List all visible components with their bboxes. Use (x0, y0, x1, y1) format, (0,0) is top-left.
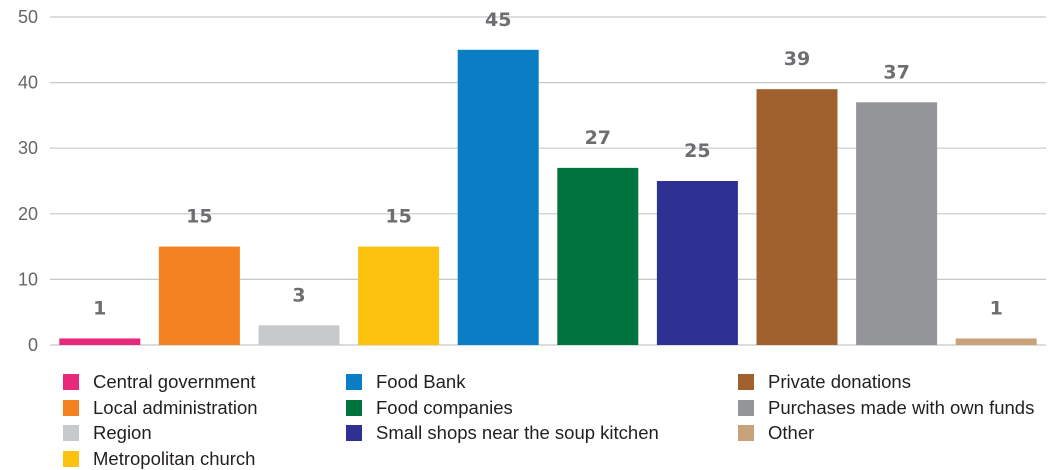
legend-item: Food Bank (346, 371, 465, 393)
legend-swatch (738, 399, 754, 416)
legend-label: Local administration (93, 396, 258, 418)
y-tick-label: 0 (28, 335, 38, 355)
legend-swatch (63, 450, 79, 467)
data-label: 39 (784, 48, 810, 70)
legend-item: Metropolitan church (63, 448, 255, 470)
y-tick-label: 10 (18, 269, 38, 289)
legend-item: Region (63, 422, 152, 444)
bar (59, 338, 141, 345)
legend-label: Metropolitan church (93, 447, 256, 469)
legend: Central government Local administration Re… (0, 371, 1060, 469)
legend-label: Food Bank (376, 371, 466, 392)
legend-item: Food companies (346, 397, 513, 419)
data-label: 45 (485, 9, 511, 31)
bar (756, 89, 838, 345)
y-tick-label: 50 (18, 7, 38, 27)
legend-item: Other (738, 422, 814, 444)
legend-label: Small shops near the soup kitchen (376, 422, 659, 443)
y-tick-label: 30 (18, 138, 38, 158)
legend-label: Other (768, 422, 815, 443)
data-label: 27 (585, 127, 611, 149)
data-label: 15 (385, 206, 411, 228)
data-label: 1 (93, 297, 106, 319)
legend-item: Private donations (738, 371, 911, 393)
bar (955, 338, 1037, 345)
data-labels: 1 15 3 15 45 27 25 39 37 1 (93, 9, 1003, 320)
legend-swatch (346, 374, 362, 390)
legend-label: Food companies (376, 396, 513, 418)
bar (557, 167, 639, 345)
y-tick-label: 40 (18, 73, 38, 93)
data-label: 15 (186, 206, 212, 228)
legend-swatch (346, 399, 362, 416)
data-label: 3 (292, 284, 305, 306)
data-label: 25 (684, 140, 710, 162)
legend-swatch (63, 399, 79, 416)
bar (457, 49, 539, 346)
y-axis-ticks: 0 10 20 30 40 50 (18, 7, 38, 355)
legend-swatch (63, 425, 79, 441)
legend-swatch (738, 425, 754, 441)
legend-item: Small shops near the soup kitchen (346, 422, 659, 444)
legend-label: Region (93, 422, 152, 443)
legend-item: Local administration (63, 397, 258, 419)
legend-item: Purchases made with own funds (738, 397, 1034, 419)
legend-item: Central government (63, 371, 255, 393)
legend-label: Central government (93, 371, 256, 392)
bar (258, 325, 340, 345)
bar (656, 181, 738, 345)
data-label: 1 (990, 297, 1003, 319)
bar (158, 246, 240, 345)
data-label: 37 (883, 61, 909, 83)
bar (856, 102, 938, 345)
legend-swatch (63, 374, 79, 390)
bar (358, 246, 440, 345)
bar-chart: 0 10 20 30 40 50 1 15 3 15 45 27 25 39 37 1 (18, 7, 1046, 355)
legend-swatch (738, 374, 754, 390)
legend-label: Purchases made with own funds (768, 396, 1035, 418)
legend-swatch (346, 425, 362, 441)
y-tick-label: 20 (18, 204, 38, 224)
bars (59, 49, 1037, 346)
legend-label: Private donations (768, 371, 911, 392)
